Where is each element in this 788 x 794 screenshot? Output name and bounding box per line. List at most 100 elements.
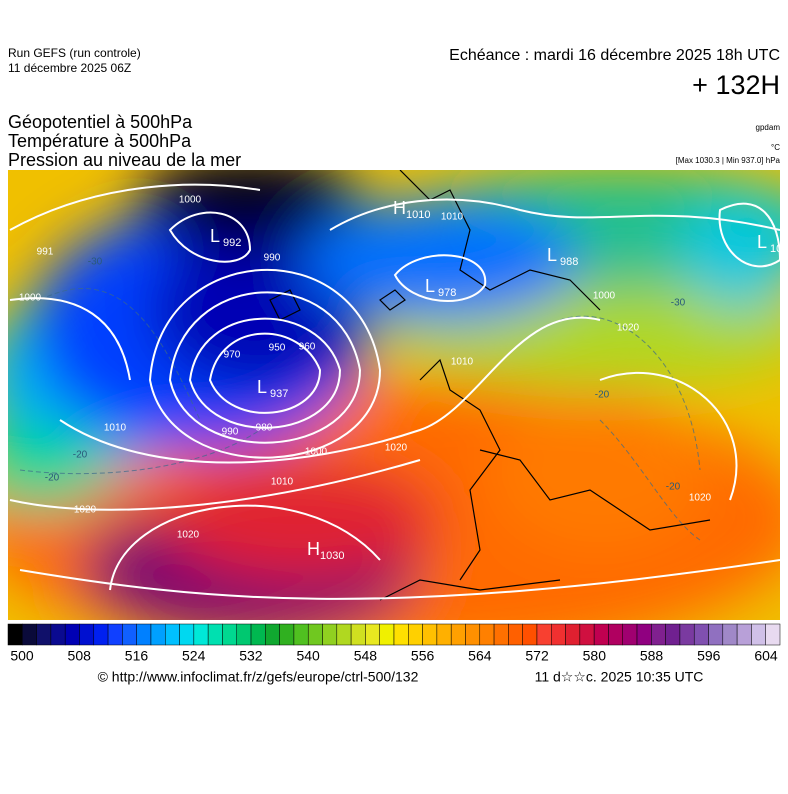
colorbar-cell <box>136 623 152 646</box>
isobar-label: 970 <box>224 350 241 361</box>
colorbar-cell <box>265 623 280 646</box>
colorbar-cell <box>36 623 52 646</box>
colorbar-cell <box>479 623 495 646</box>
colorbar-tick-label: 548 <box>354 648 378 664</box>
colorbar-cell <box>508 623 523 646</box>
temperature-label: -30 <box>671 298 686 309</box>
colorbar-cell <box>279 623 295 646</box>
lead-time: + 132H <box>692 70 780 100</box>
colorbar-cell <box>293 623 309 646</box>
colorbar-cell <box>536 623 552 646</box>
colorbar-cell <box>107 623 123 646</box>
isobar-label: 1010 <box>271 477 294 488</box>
colorbar-cell <box>450 623 466 646</box>
isobar-label: 1000 <box>179 195 202 206</box>
colorbar-cell <box>7 623 23 646</box>
colorbar-cell <box>722 623 738 646</box>
isobar-label: 1010 <box>104 423 127 434</box>
field-label: Pression au niveau de la mer <box>8 150 241 170</box>
colorbar-cell <box>522 623 538 646</box>
colorbar-tick-label: 516 <box>125 648 149 664</box>
source-url: © http://www.infoclimat.fr/z/gefs/europe… <box>98 669 419 685</box>
colorbar-cell <box>693 623 709 646</box>
colorbar-cell <box>393 623 409 646</box>
colorbar-cell <box>551 623 566 646</box>
colorbar-cell <box>236 623 252 646</box>
colorbar-cell <box>579 623 595 646</box>
colorbar-cell <box>651 623 666 646</box>
isobar-label: 980 <box>256 423 273 434</box>
colorbar-cell <box>622 623 638 646</box>
colorbar-cell <box>350 623 366 646</box>
colorbar-cell <box>493 623 509 646</box>
isobar-label: 990 <box>222 427 239 438</box>
center-value: 988 <box>560 256 578 268</box>
isobar-label: 1010 <box>451 357 474 368</box>
center-letter: L <box>425 276 435 296</box>
isobar-label: 990 <box>264 253 281 264</box>
isobar-label: 1000 <box>593 291 616 302</box>
generated-time: 11 d☆☆c. 2025 10:35 UTC <box>535 669 704 685</box>
colorbar-cell <box>222 623 237 646</box>
center-value: 978 <box>438 287 456 299</box>
isobar-label: 1010 <box>441 212 464 223</box>
colorbar: 500 508 516 524 532 540 548 556 564 572 580 588 596 6… <box>7 623 781 664</box>
center-value: 937 <box>270 388 288 400</box>
isobar-label: 1020 <box>385 443 408 454</box>
center-value: 1006 <box>770 243 788 255</box>
colorbar-tick-label: 572 <box>525 648 549 664</box>
center-letter: L <box>547 245 557 265</box>
unit-label: °C <box>771 143 780 152</box>
center-letter: H <box>393 198 406 218</box>
colorbar-cell <box>679 623 695 646</box>
colorbar-cell <box>307 623 323 646</box>
colorbar-tick-label: 588 <box>640 648 664 664</box>
colorbar-tick-label: 500 <box>10 648 34 664</box>
colorbar-cell <box>79 623 95 646</box>
temperature-label: -20 <box>666 482 681 493</box>
colorbar-cell <box>336 623 352 646</box>
center-letter: L <box>757 232 767 252</box>
colorbar-tick-label: 596 <box>697 648 721 664</box>
colorbar-cell <box>64 623 80 646</box>
colorbar-cell <box>165 623 180 646</box>
colorbar-tick-label: 580 <box>583 648 607 664</box>
colorbar-tick-label: 564 <box>468 648 492 664</box>
isobar-label: 1000 <box>305 447 328 458</box>
colorbar-cell <box>379 623 395 646</box>
valid-time: Echéance : mardi 16 décembre 2025 18h UT… <box>449 47 780 64</box>
colorbar-cell <box>608 623 623 646</box>
colorbar-cell <box>422 623 438 646</box>
center-value: 992 <box>223 237 241 249</box>
colorbar-cell <box>365 623 380 646</box>
field-label: Géopotentiel à 500hPa <box>8 112 193 132</box>
isobar-label: 991 <box>37 247 54 258</box>
colorbar-cell <box>150 623 166 646</box>
temperature-label: -30 <box>88 257 103 268</box>
colorbar-tick-label: 524 <box>182 648 206 664</box>
isobar-label: 1020 <box>689 493 712 504</box>
run-title: Run GEFS (run controle) <box>8 46 141 60</box>
colorbar-cell <box>436 623 452 646</box>
colorbar-cell <box>93 623 109 646</box>
temperature-label: -20 <box>45 473 60 484</box>
extremes-label: [Max 1030.3 | Min 937.0] hPa <box>676 156 781 165</box>
temperature-label: -20 <box>595 390 610 401</box>
colorbar-tick-label: 508 <box>68 648 92 664</box>
center-letter: L <box>210 226 220 246</box>
colorbar-cell <box>765 623 781 646</box>
center-value: 1010 <box>406 209 430 221</box>
field-label: Température à 500hPa <box>8 131 192 151</box>
colorbar-cell <box>207 623 223 646</box>
colorbar-cell <box>322 623 338 646</box>
map-labels: L992H1010L978L988L1006L937H1030100099110… <box>19 195 788 562</box>
colorbar-tick-label: 540 <box>296 648 320 664</box>
colorbar-cell <box>708 623 724 646</box>
unit-label: gpdam <box>756 123 781 132</box>
colorbar-cell <box>593 623 609 646</box>
colorbar-cell <box>193 623 209 646</box>
colorbar-tick-label: 604 <box>754 648 778 664</box>
isobar-label: 950 <box>269 343 286 354</box>
colorbar-cell <box>736 623 752 646</box>
